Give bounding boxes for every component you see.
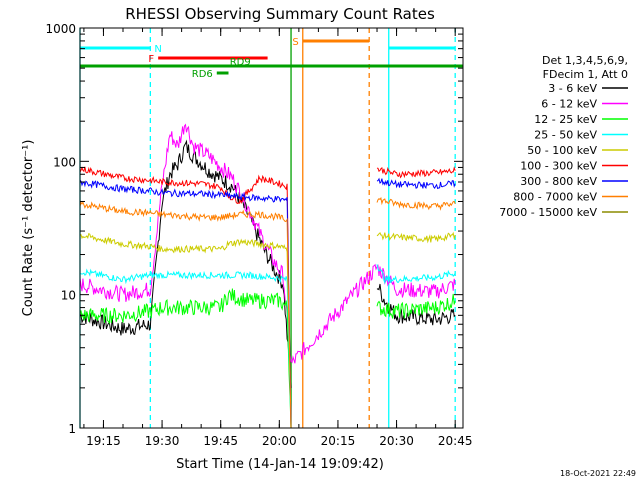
x-tick-label: 19:15 [86, 434, 121, 448]
legend-header-line: Det 1,3,4,5,6,9, [542, 54, 628, 67]
axes: 19:15 19:30 19:45 20:00 20:15 20:30 20:45 1 10 10… [45, 22, 472, 448]
legend-entry-label: 6 - 12 keV [541, 98, 597, 111]
series-lines [79, 123, 456, 429]
series-line-4 [79, 231, 456, 429]
x-tick-label: 19:30 [145, 434, 180, 448]
timestamp-footer: 18-Oct-2021 22:49 [560, 469, 636, 478]
series-line-3 [79, 264, 456, 429]
series-line-7 [79, 196, 456, 429]
attenuator-bars: NF S RD9 RD6 [80, 37, 463, 80]
flag-label-s: S [292, 37, 298, 48]
series-line-6 [79, 177, 456, 429]
x-tick-label: 20:00 [262, 434, 297, 448]
y-tick-label: 10 [61, 289, 76, 303]
series-line-2 [79, 288, 456, 429]
legend-entry-label: 50 - 100 keV [527, 144, 597, 157]
flag-label-rd6: RD6 [192, 69, 213, 80]
legend-entry-label: 3 - 6 keV [548, 82, 597, 95]
legend-entry-label: 7000 - 15000 keV [499, 206, 597, 219]
legend: Det 1,3,4,5,6,9,FDecim 1, Att 03 - 6 keV… [499, 54, 628, 219]
x-tick-label: 20:15 [321, 434, 356, 448]
legend-entry-label: 25 - 50 keV [534, 129, 597, 142]
legend-entry-label: 12 - 25 keV [534, 113, 597, 126]
x-tick-label: 20:45 [438, 434, 473, 448]
legend-entry-label: 100 - 300 keV [520, 160, 597, 173]
x-tick-label: 20:30 [379, 434, 414, 448]
chart-title: RHESSI Observing Summary Count Rates [125, 5, 435, 23]
flag-label-f: F [148, 54, 154, 65]
plot-frame [79, 27, 464, 429]
series-line-0 [79, 139, 456, 388]
y-tick-label: 1000 [45, 22, 76, 36]
legend-header-line: FDecim 1, Att 0 [543, 68, 628, 81]
y-tick-label: 1 [68, 422, 76, 436]
legend-entry-label: 800 - 7000 keV [513, 191, 597, 204]
flag-label-rd9: RD9 [230, 57, 251, 68]
legend-entry-label: 300 - 800 keV [520, 175, 597, 188]
y-axis-label: Count Rate (s⁻¹ detector⁻¹) [21, 140, 36, 317]
series-line-5 [79, 166, 456, 429]
y-tick-label: 100 [53, 155, 76, 169]
x-axis-label: Start Time (14-Jan-14 19:09:42) [176, 457, 384, 472]
x-tick-label: 19:45 [203, 434, 238, 448]
flag-label-n: N [154, 44, 161, 55]
